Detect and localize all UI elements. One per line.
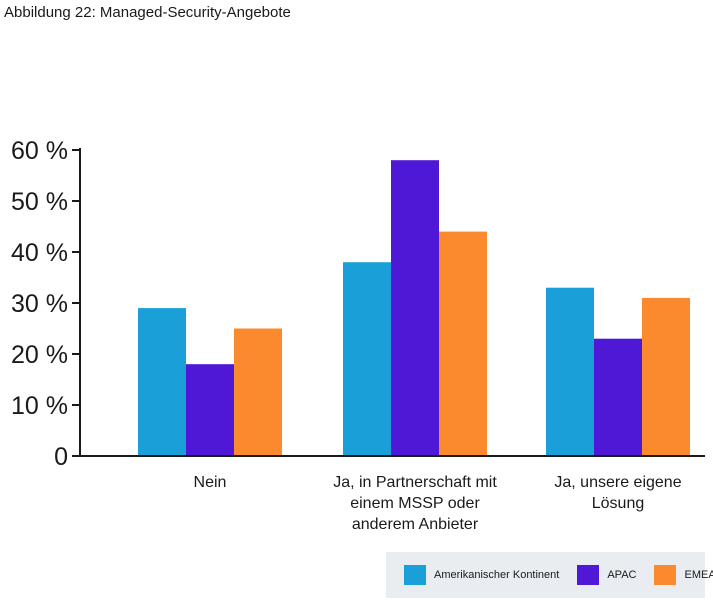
- category-label-line: Lösung: [592, 495, 645, 512]
- chart-legend: Amerikanischer Kontinent APAC EMEA: [386, 552, 713, 598]
- y-tick-label-0: 0: [54, 443, 68, 471]
- y-tick-label-40: 40 %: [11, 239, 68, 267]
- category-label-2: Ja, unsere eigene Lösung: [554, 474, 681, 512]
- bar-emea-0: [234, 328, 282, 456]
- category-label-line: Ja, unsere eigene: [554, 474, 681, 491]
- bar-amerikanischer-kontinent-1: [343, 262, 391, 456]
- legend-swatch-amerikanischer-kontinent: [404, 565, 426, 585]
- legend-label-amerikanischer-kontinent: Amerikanischer Kontinent: [434, 569, 560, 581]
- category-label-line: Nein: [194, 474, 227, 491]
- legend-item-amerikanischer-kontinent: Amerikanischer Kontinent: [404, 565, 559, 585]
- y-tick-label-60: 60 %: [11, 137, 68, 165]
- bar-amerikanischer-kontinent-0: [138, 308, 186, 456]
- bar-emea-2: [642, 297, 690, 456]
- bar-emea-1: [439, 231, 487, 456]
- bar-chart: 0 10 % 20 % 30 % 40 % 50 % 60 % Nein Ja, in Part…: [11, 137, 705, 533]
- category-label-line: einem MSSP oder: [350, 495, 480, 512]
- category-label-line: anderem Anbieter: [352, 516, 479, 533]
- category-label-line: Ja, in Partnerschaft mit: [333, 474, 497, 491]
- bar-amerikanischer-kontinent-2: [546, 287, 594, 456]
- bar-apac-0: [186, 364, 234, 456]
- y-tick-label-30: 30 %: [11, 290, 68, 318]
- y-tick-label-50: 50 %: [11, 188, 68, 216]
- legend-item-emea: EMEA: [654, 565, 713, 585]
- legend-swatch-emea: [654, 565, 677, 585]
- figure-title: Abbildung 22: Managed-Security-Angebote: [4, 4, 291, 21]
- legend-item-apac: APAC: [577, 565, 636, 585]
- category-label-1: Ja, in Partnerschaft mit einem MSSP oder a…: [333, 474, 497, 533]
- y-tick-label-20: 20 %: [11, 341, 68, 369]
- legend-swatch-apac: [577, 565, 600, 585]
- legend-label-apac: APAC: [607, 569, 637, 581]
- category-label-0: Nein: [194, 474, 227, 491]
- bar-apac-2: [594, 338, 642, 456]
- bar-apac-1: [391, 160, 439, 456]
- y-tick-label-10: 10 %: [11, 392, 68, 420]
- legend-label-emea: EMEA: [684, 569, 713, 581]
